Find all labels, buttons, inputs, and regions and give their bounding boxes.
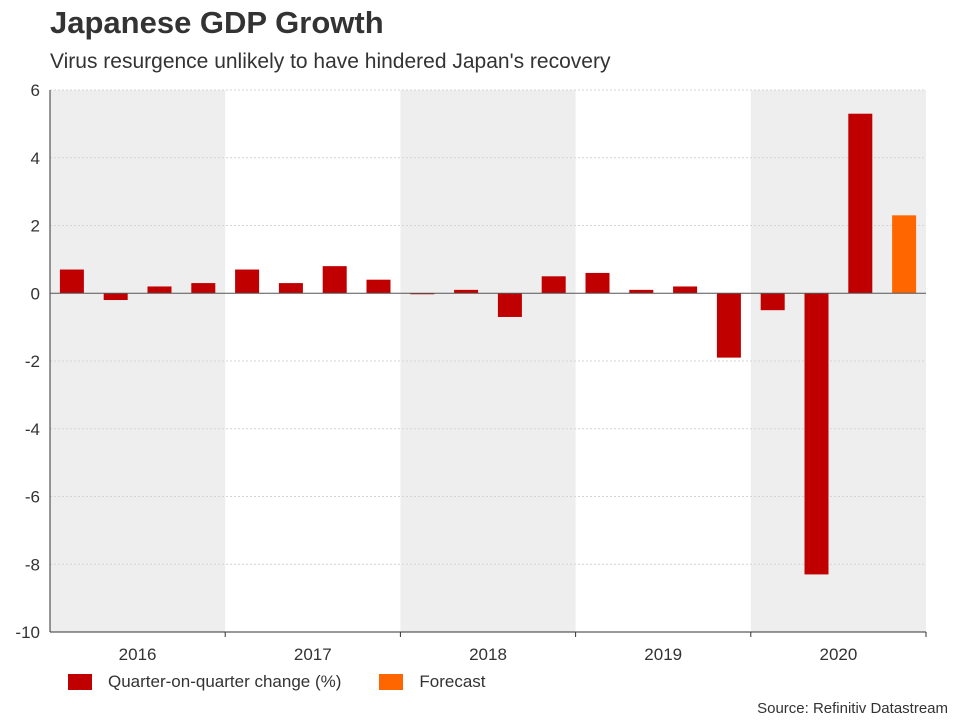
bar-qoq-10 [454, 289, 479, 294]
legend: Quarter-on-quarter change (%) Forecast [68, 672, 524, 692]
y-tick-labels: 6 4 2 0 -2 -4 -6 -8 -10 [15, 81, 40, 642]
bar-qoq-4 [191, 283, 216, 294]
bar-qoq-12 [541, 276, 566, 294]
y-tick-label: -4 [25, 420, 40, 439]
bar-qoq-14 [629, 289, 654, 294]
y-tick-label: 2 [31, 217, 40, 236]
x-tick-labels: 2016 2017 2018 2019 2020 [119, 645, 858, 664]
y-tick-label: -8 [25, 555, 40, 574]
x-tick-label: 2017 [294, 645, 332, 664]
bar-qoq-18 [804, 293, 829, 575]
x-tick-label: 2020 [819, 645, 857, 664]
legend-swatch-qoq [68, 674, 92, 690]
bars [59, 113, 917, 575]
legend-swatch-forecast [379, 674, 404, 690]
y-tick-label: -10 [15, 623, 40, 642]
legend-item-forecast: Forecast [379, 672, 486, 692]
bar-qoq-17 [760, 293, 785, 311]
bar-qoq-8 [366, 279, 391, 294]
bar-qoq-19 [848, 113, 873, 294]
x-tick-label: 2019 [644, 645, 682, 664]
legend-label-forecast: Forecast [419, 672, 486, 691]
bar-qoq-13 [585, 272, 610, 294]
bar-qoq-2 [103, 293, 128, 301]
bar-qoq-6 [278, 283, 303, 294]
bar-qoq-5 [235, 269, 260, 294]
x-tick-label: 2016 [119, 645, 157, 664]
bar-qoq-15 [673, 286, 698, 294]
chart-subtitle: Virus resurgence unlikely to have hinder… [50, 50, 611, 73]
y-tick-label: 4 [31, 149, 40, 168]
axes [49, 90, 927, 637]
legend-item-qoq: Quarter-on-quarter change (%) [68, 672, 341, 692]
bar-forecast-20 [892, 215, 917, 294]
bar-qoq-11 [497, 293, 522, 317]
bar-qoq-3 [147, 286, 172, 294]
bar-qoq-1 [59, 269, 84, 294]
x-tick-label: 2018 [469, 645, 507, 664]
bar-qoq-7 [322, 266, 347, 294]
chart-title: Japanese GDP Growth [50, 5, 384, 40]
y-tick-label: 6 [31, 81, 40, 100]
y-tick-label: -6 [25, 488, 40, 507]
y-tick-label: 0 [31, 284, 40, 303]
y-tick-label: -2 [25, 352, 40, 371]
source-note: Source: Refinitiv Datastream [757, 700, 948, 717]
bar-qoq-16 [716, 293, 741, 358]
legend-label-qoq: Quarter-on-quarter change (%) [108, 672, 342, 691]
